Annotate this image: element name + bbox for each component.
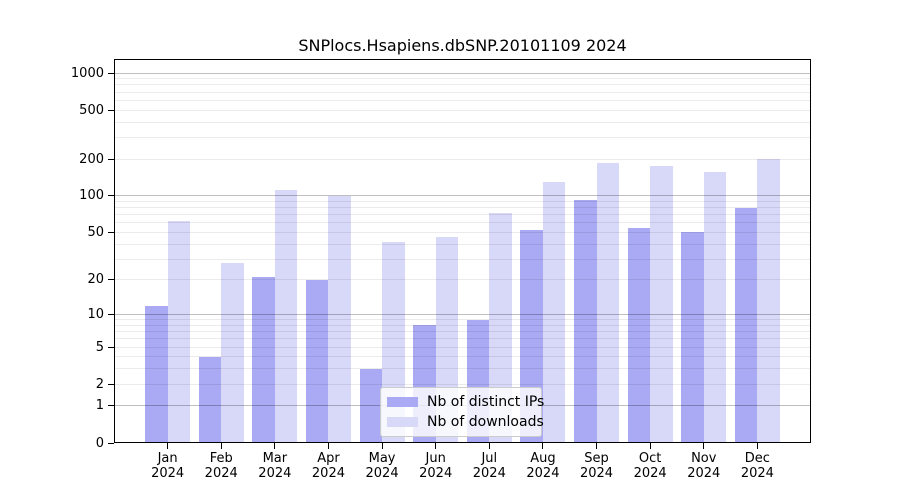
x-tick-label-dec: Dec 2024 [740,451,774,481]
x-tick-label-mar: Mar 2024 [258,451,292,481]
legend: Nb of distinct IPs Nb of downloads [380,387,544,437]
bar-distinct-ips-dec [734,208,758,443]
bar-downloads-apr [328,195,351,443]
x-tick-label-aug: Aug 2024 [526,451,560,481]
y-tick-100 [108,195,114,197]
ticks-layer: Jan 2024 Feb 2024 Mar 2024 Apr 2024 May 2024 Jun 20… [71,59,811,481]
x-tick-label-feb: Feb 2024 [204,451,238,481]
y-tick-50 [108,231,114,233]
x-tick-label-sep: Sep 2024 [579,451,614,481]
bar-downloads-nov [703,172,727,443]
y-tick-label-0: 0 [95,435,104,451]
x-tick-label-apr: Apr 2024 [311,451,345,481]
y-tick-label-5: 5 [95,339,104,355]
bar-downloads-mar [274,189,298,443]
x-tick-jan [167,443,169,449]
bar-distinct-ips-nov [681,232,704,443]
y-tick-label-10: 10 [87,307,104,323]
bar-downloads-oct [650,165,673,443]
bar-distinct-ips-mar [252,277,275,443]
y-tick-label-2: 2 [95,376,104,392]
bar-downloads-aug [542,181,566,443]
y-tick-20 [108,279,114,281]
y-tick-1 [108,405,114,407]
legend-item-downloads: Nb of downloads [387,415,544,429]
y-tick-10 [108,314,114,316]
x-tick-label-jun: Jun 2024 [419,451,453,481]
x-tick-sep [596,443,598,449]
chart-title: SNPlocs.Hsapiens.dbSNP.20101109 2024 [298,36,627,55]
x-tick-oct [649,443,651,449]
y-tick-5 [108,346,114,348]
x-tick-jun [435,443,437,449]
x-tick-jul [488,443,490,449]
bar-downloads-sep [596,162,620,443]
x-tick-label-oct: Oct 2024 [633,451,667,481]
y-tick-label-500: 500 [79,102,104,118]
x-tick-label-jul: Jul 2024 [472,451,506,481]
y-tick-2 [108,383,114,385]
bar-downloads-dec [757,159,780,443]
x-tick-label-may: May 2024 [365,451,399,481]
legend-label-distinct-ips: Nb of distinct IPs [427,394,545,410]
bar-distinct-ips-apr [305,279,329,443]
bar-downloads-jan [167,221,191,443]
x-tick-dec [756,443,758,449]
y-tick-0 [108,442,114,444]
x-tick-apr [327,443,329,449]
y-tick-1000 [108,72,114,74]
legend-swatch-distinct-ips [387,397,418,407]
bar-distinct-ips-may [359,368,383,443]
y-tick-500 [108,109,114,111]
y-tick-label-50: 50 [87,224,104,240]
bar-distinct-ips-sep [574,199,597,443]
x-tick-feb [220,443,222,449]
y-tick-label-20: 20 [87,272,104,288]
y-tick-label-100: 100 [79,188,104,204]
bar-downloads-feb [221,262,244,443]
legend-swatch-downloads [387,417,418,427]
bar-distinct-ips-jan [145,305,168,443]
x-tick-nov [703,443,705,449]
x-tick-label-nov: Nov 2024 [687,451,721,481]
x-tick-mar [274,443,276,449]
y-tick-200 [108,158,114,160]
y-tick-label-1000: 1000 [70,65,104,81]
legend-item-distinct-ips: Nb of distinct IPs [387,395,544,409]
y-tick-label-1: 1 [95,398,104,414]
x-tick-label-jan: Jan 2024 [151,451,185,481]
x-tick-aug [542,443,544,449]
y-tick-label-200: 200 [79,151,104,167]
x-tick-may [381,443,383,449]
bar-distinct-ips-feb [198,356,222,443]
bar-distinct-ips-oct [627,228,651,443]
plot-area: Jan 2024 Feb 2024 Mar 2024 Apr 2024 May 2024 Jun 20… [71,59,811,481]
bar-downloads-jul [489,212,512,443]
legend-label-downloads: Nb of downloads [427,414,544,430]
